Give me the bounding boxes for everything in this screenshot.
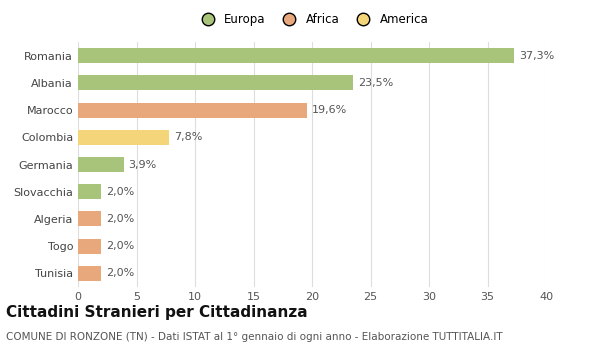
Bar — [78, 266, 101, 281]
Text: 2,0%: 2,0% — [106, 241, 134, 251]
Legend: Europa, Africa, America: Europa, Africa, America — [191, 9, 433, 31]
Text: 37,3%: 37,3% — [519, 51, 554, 61]
Text: Cittadini Stranieri per Cittadinanza: Cittadini Stranieri per Cittadinanza — [6, 304, 308, 320]
Text: 2,0%: 2,0% — [106, 187, 134, 197]
Text: 2,0%: 2,0% — [106, 268, 134, 278]
Bar — [78, 239, 101, 254]
Bar — [78, 211, 101, 226]
Text: 7,8%: 7,8% — [174, 132, 202, 142]
Bar — [78, 75, 353, 90]
Bar — [78, 48, 514, 63]
Text: COMUNE DI RONZONE (TN) - Dati ISTAT al 1° gennaio di ogni anno - Elaborazione TU: COMUNE DI RONZONE (TN) - Dati ISTAT al 1… — [6, 332, 503, 343]
Text: 2,0%: 2,0% — [106, 214, 134, 224]
Bar — [78, 157, 124, 172]
Bar — [78, 103, 307, 118]
Bar — [78, 184, 101, 199]
Text: 3,9%: 3,9% — [128, 160, 157, 169]
Text: 23,5%: 23,5% — [358, 78, 393, 88]
Text: 19,6%: 19,6% — [312, 105, 347, 115]
Bar — [78, 130, 169, 145]
